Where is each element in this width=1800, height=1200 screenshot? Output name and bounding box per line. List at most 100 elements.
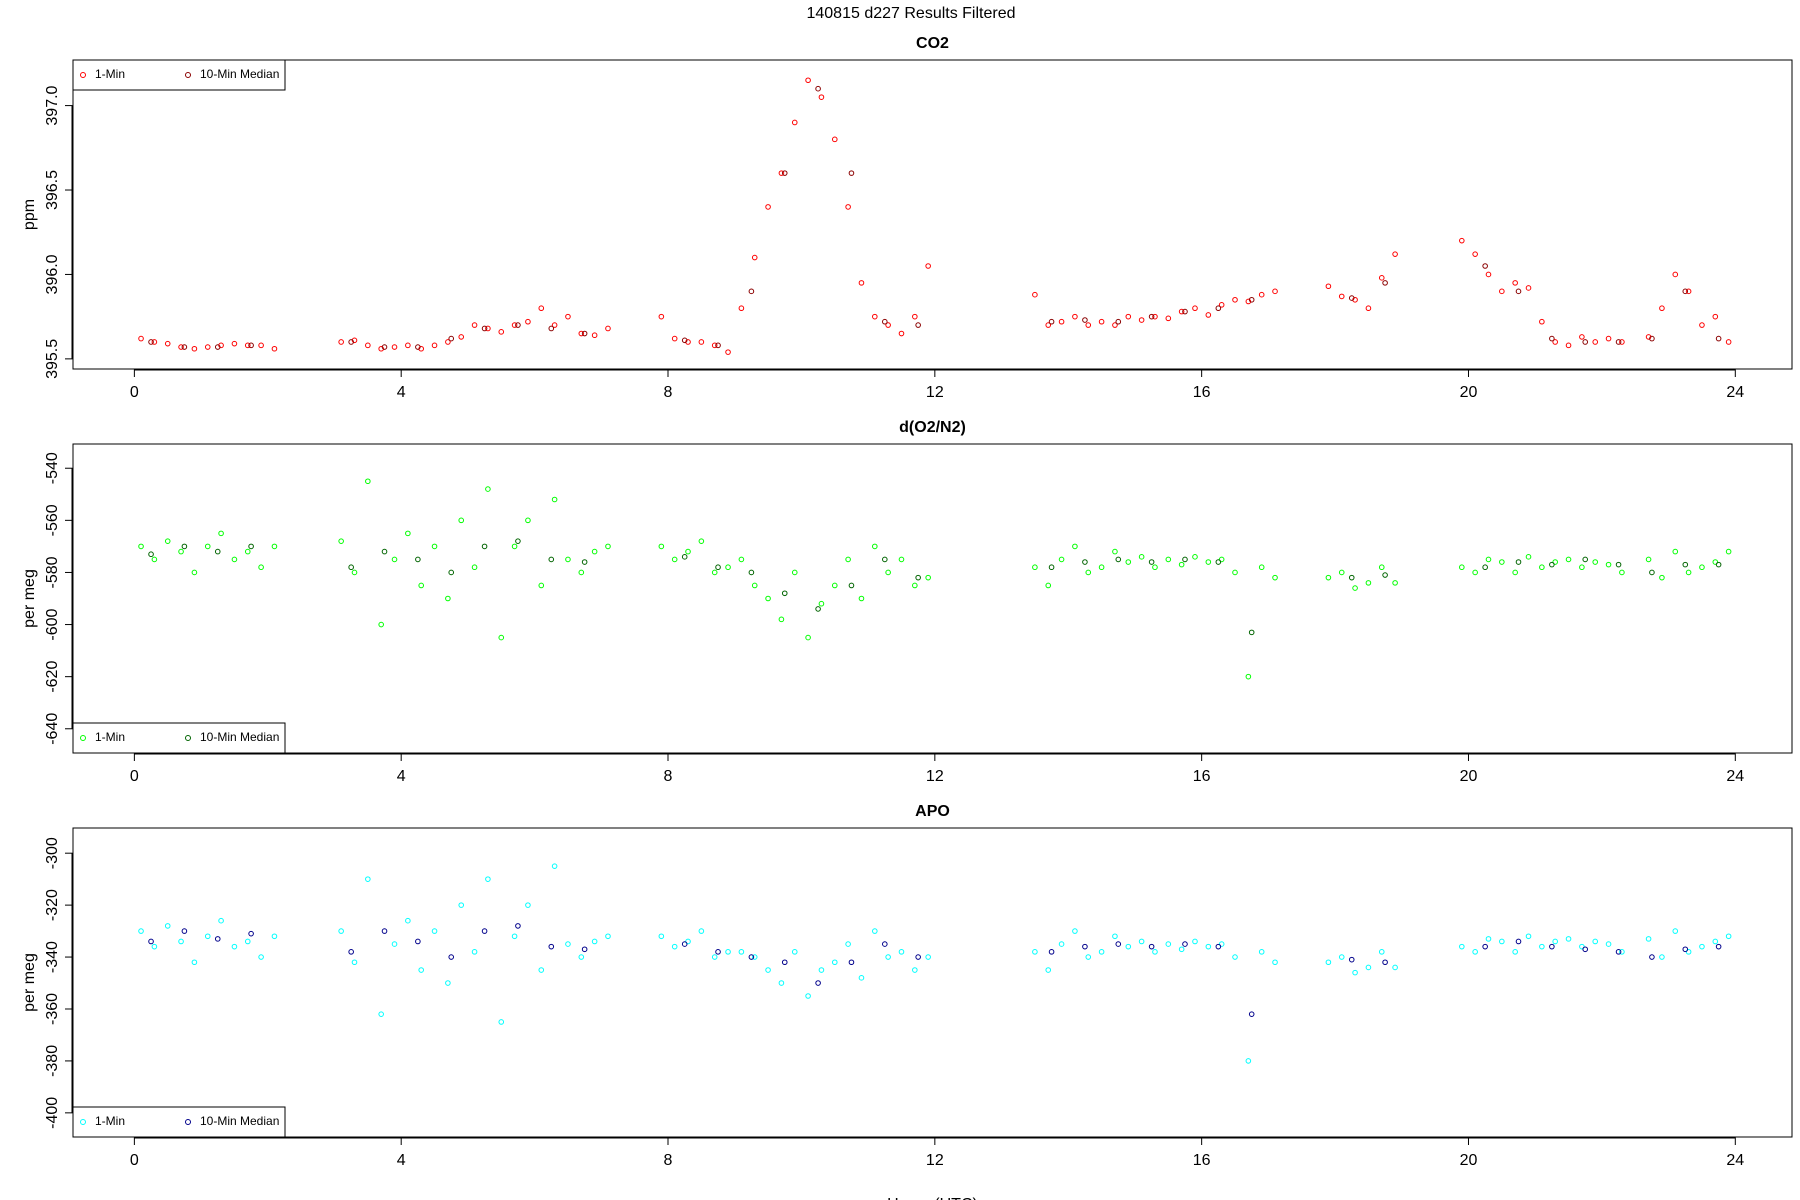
point — [871, 313, 878, 320]
legend-label: 1-Min — [95, 1114, 125, 1128]
point — [1699, 564, 1705, 571]
point — [765, 204, 771, 210]
point — [1482, 263, 1488, 269]
point — [1152, 313, 1158, 320]
point — [431, 342, 438, 349]
point — [781, 590, 788, 597]
x-tick-label: 8 — [664, 384, 673, 401]
point — [148, 551, 154, 558]
point — [605, 325, 611, 332]
y-tick-label: -640 — [44, 713, 61, 745]
point — [1682, 288, 1689, 295]
point — [882, 318, 888, 325]
point — [1365, 964, 1372, 971]
point — [338, 339, 344, 345]
point — [748, 954, 755, 960]
point — [381, 344, 388, 350]
point — [1682, 946, 1689, 953]
point — [248, 543, 254, 550]
point — [1152, 564, 1158, 571]
point — [925, 263, 931, 269]
point — [1165, 941, 1172, 947]
point — [1148, 943, 1155, 950]
point — [791, 949, 798, 955]
point — [151, 339, 158, 345]
point — [1485, 556, 1492, 563]
point — [751, 954, 758, 960]
point — [1515, 288, 1522, 295]
point — [365, 876, 371, 882]
point — [1072, 543, 1078, 550]
x-tick-label: 0 — [130, 1152, 139, 1169]
point — [671, 335, 678, 342]
point — [912, 967, 918, 973]
point — [1525, 285, 1532, 291]
point — [845, 556, 851, 563]
point — [1182, 308, 1188, 315]
point — [471, 949, 478, 955]
point — [138, 543, 144, 550]
point — [1592, 559, 1599, 565]
x-tick-label: 12 — [926, 768, 944, 785]
point — [1272, 959, 1278, 966]
point — [658, 313, 665, 320]
point — [1138, 554, 1145, 560]
point — [1459, 943, 1465, 950]
point — [1672, 928, 1679, 934]
plot-frame — [72, 59, 1793, 370]
point — [431, 543, 438, 550]
point — [1148, 313, 1155, 320]
point — [164, 340, 171, 347]
point — [1082, 559, 1088, 565]
legend-label: 1-Min — [95, 67, 125, 81]
point — [1539, 943, 1545, 950]
page-title: 140815 d227 Results Filtered — [806, 5, 1015, 22]
point — [1715, 943, 1722, 950]
y-axis-label: per meg — [21, 953, 38, 1012]
point — [751, 254, 758, 261]
point — [218, 530, 224, 537]
point — [1525, 933, 1532, 940]
point — [1685, 288, 1692, 295]
point — [1552, 339, 1558, 345]
point — [214, 344, 221, 350]
point — [351, 569, 358, 576]
point — [391, 941, 398, 947]
y-axis-label: ppm — [21, 199, 38, 230]
point — [1699, 943, 1705, 950]
point — [1258, 949, 1265, 955]
point — [1459, 564, 1465, 571]
point — [871, 543, 878, 550]
point — [1248, 1011, 1255, 1017]
x-tick-label: 8 — [664, 768, 673, 785]
point — [778, 980, 785, 986]
point — [381, 548, 388, 555]
point — [515, 923, 521, 929]
point — [1619, 339, 1625, 345]
x-tick-label: 20 — [1460, 1152, 1478, 1169]
point — [1082, 317, 1088, 323]
point — [871, 928, 878, 934]
point — [1152, 949, 1158, 955]
point — [231, 340, 238, 347]
point — [1482, 943, 1488, 950]
point — [858, 280, 865, 286]
point — [1112, 322, 1118, 328]
point — [258, 342, 264, 349]
point — [1365, 580, 1372, 586]
x-tick-label: 20 — [1460, 768, 1478, 785]
x-tick-label: 16 — [1193, 384, 1211, 401]
point — [538, 305, 545, 312]
point — [1649, 954, 1655, 960]
point — [848, 170, 855, 176]
point — [498, 634, 505, 641]
point — [151, 556, 158, 563]
point — [781, 959, 788, 966]
point — [1148, 559, 1155, 565]
point — [231, 556, 238, 563]
point — [1672, 271, 1679, 278]
point — [1138, 317, 1145, 323]
y-tick-label: 395.5 — [44, 339, 61, 379]
point — [405, 917, 411, 924]
point — [1715, 335, 1722, 342]
